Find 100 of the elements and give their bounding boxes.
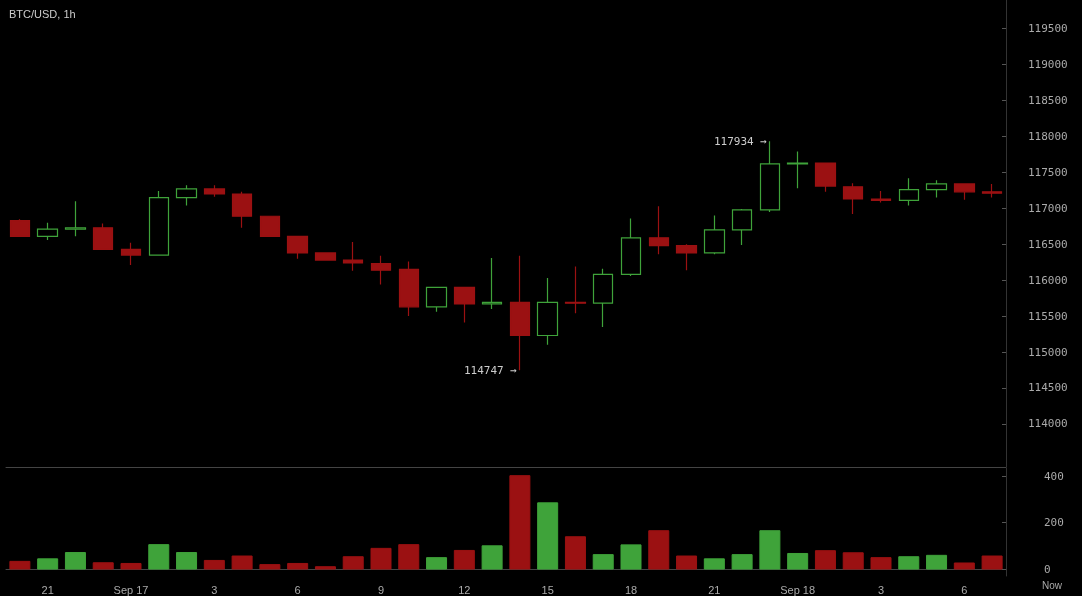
bar: [481, 545, 503, 570]
candlestick: [814, 162, 837, 193]
text: Now: [1042, 579, 1063, 591]
y-tick-label: 114000: [1028, 417, 1068, 431]
candlestick: [203, 184, 226, 198]
candlestick: [148, 190, 170, 256]
bar: [759, 530, 781, 570]
y-tick-label: 400: [1044, 469, 1064, 483]
candlestick: [342, 241, 364, 272]
candlestick: [92, 222, 114, 250]
candlestick: [592, 268, 614, 328]
y-tick-label: 117500: [1028, 165, 1068, 179]
bar: [981, 555, 1003, 570]
bar: [592, 554, 614, 570]
annotation: 117934 →: [713, 134, 768, 148]
bar: [37, 558, 59, 570]
bar: [259, 564, 281, 570]
bar: [676, 555, 698, 570]
candlestick: [286, 235, 309, 260]
bar: [342, 556, 364, 570]
candlestick: [675, 243, 698, 271]
y-tick-label: 115500: [1028, 309, 1068, 323]
y-tick-label: 115000: [1028, 345, 1068, 359]
bar: [898, 556, 920, 570]
bar: [787, 552, 809, 570]
x-tick-label: 3: [877, 583, 885, 596]
candlestick: [898, 177, 920, 207]
candlestick: [842, 182, 864, 215]
bar: [620, 544, 642, 570]
bar: [176, 552, 198, 570]
candlestick: [9, 218, 31, 238]
bar: [120, 562, 142, 570]
bar: [92, 562, 114, 570]
x-tick-label: 15: [541, 583, 554, 596]
bar: [203, 559, 225, 570]
candlestick: [564, 265, 587, 314]
y-tick-label: 116500: [1028, 237, 1068, 251]
bar: [426, 557, 448, 570]
bar: [703, 558, 725, 570]
y-tick-label: 116000: [1028, 273, 1068, 287]
bar: [870, 557, 892, 570]
bar: [287, 562, 309, 570]
bar: [314, 566, 336, 570]
bar: [148, 544, 170, 570]
candlestick: [175, 184, 198, 207]
x-tick-label: Sep 17: [113, 583, 149, 596]
x-tick-label: 18: [624, 583, 638, 596]
candlestick: [703, 214, 726, 255]
y-tick-label: 119000: [1028, 58, 1068, 72]
x-tick-label: 6: [961, 583, 968, 596]
bar: [814, 550, 836, 570]
candlestick: [981, 183, 1003, 199]
candlestick: [786, 151, 809, 189]
x-tick-label: 21: [41, 583, 54, 596]
candlestick: [648, 205, 670, 255]
bar: [564, 536, 586, 570]
y-tick-label: 114500: [1028, 381, 1068, 395]
bar: [842, 552, 864, 570]
bar: [953, 562, 975, 570]
candlestick: [509, 255, 531, 371]
x-tick-label: 3: [211, 583, 218, 596]
x-tick-label: Sep 18: [780, 583, 816, 596]
bar: [509, 475, 531, 570]
y-tick-label: 0: [1044, 562, 1051, 576]
x-tick-label: 21: [708, 583, 721, 596]
candlestick: [453, 286, 476, 324]
bar: [398, 544, 420, 570]
bar: [926, 554, 948, 570]
candlestick: [481, 257, 503, 310]
text: BTC/USD, 1h: [9, 7, 76, 20]
candlestick: [731, 208, 753, 246]
bar: [453, 549, 475, 570]
bar: [537, 502, 559, 570]
candlestick: [36, 222, 59, 241]
candlestick: [398, 260, 420, 317]
candlestick: [370, 255, 392, 286]
annotation: 114747 →: [463, 363, 518, 377]
candlestick: [536, 277, 559, 346]
y-tick-label: 200: [1044, 516, 1064, 530]
x-tick-label: 12: [458, 583, 471, 596]
candlestick: [259, 215, 281, 237]
y-tick-label: 117000: [1028, 201, 1068, 215]
candlestick: [231, 191, 253, 229]
candlestick: [870, 190, 892, 204]
candlestick: [64, 200, 87, 237]
x-tick-label: 6: [294, 583, 301, 596]
bar: [231, 555, 253, 570]
y-tick-label: 118500: [1028, 94, 1068, 108]
bar: [731, 554, 753, 570]
candlestick: [620, 217, 642, 277]
candlestick: [120, 242, 142, 266]
bar: [64, 552, 86, 570]
x-tick-label: 9: [377, 583, 385, 596]
y-tick-label: 118000: [1028, 130, 1068, 144]
candlestick: [953, 183, 976, 201]
bar: [648, 530, 670, 570]
bar: [370, 547, 392, 570]
candlestick: [425, 286, 448, 313]
candlestick: [759, 140, 781, 213]
y-tick-label: 119500: [1028, 22, 1068, 36]
